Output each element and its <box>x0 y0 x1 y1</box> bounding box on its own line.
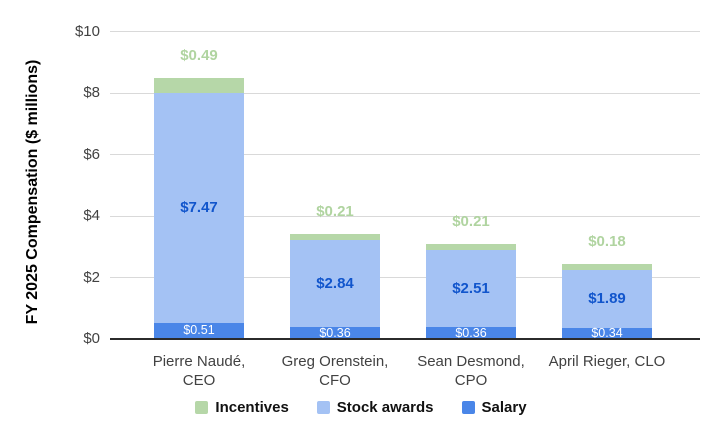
y-tick-label: $10 <box>74 22 100 40</box>
gridline <box>110 277 700 278</box>
legend-swatch-icon <box>316 401 330 414</box>
y-tick-label: $2 <box>83 268 100 286</box>
legend-item-stock-awards: Stock awards <box>316 399 434 416</box>
segment-stock-awards: $2.51 <box>426 250 516 328</box>
legend-swatch-icon <box>461 401 475 414</box>
x-category-label: Sean Desmond, CPO <box>417 353 525 389</box>
salary-value-label: $0.51 <box>183 323 215 338</box>
segment-salary: $0.34 <box>562 326 652 341</box>
x-category-label: Greg Orenstein, CFO <box>281 353 389 389</box>
bar-1: $7.47 $0.51 <box>154 78 244 339</box>
bar-4: $1.89 $0.34 <box>562 264 652 341</box>
incentives-value-label: $0.18 <box>588 233 626 251</box>
segment-salary: $0.51 <box>154 322 244 339</box>
legend-item-incentives: Incentives <box>195 399 289 416</box>
incentives-value-label: $0.21 <box>452 212 490 230</box>
gridline <box>110 154 700 155</box>
incentives-value-label: $0.49 <box>180 47 218 65</box>
segment-incentives <box>154 78 244 94</box>
gridline <box>110 31 700 32</box>
x-category-label: April Rieger, CLO <box>548 353 666 370</box>
legend-label: Stock awards <box>336 399 434 416</box>
gridline <box>110 215 700 217</box>
x-axis-line <box>110 337 700 340</box>
stock-awards-value-label: $2.51 <box>452 280 490 298</box>
bar-2: $2.84 $0.36 <box>290 233 380 340</box>
stock-awards-value-label: $2.84 <box>316 275 354 293</box>
bar-3: $2.51 $0.36 <box>426 243 516 340</box>
segment-stock-awards: $7.47 <box>154 93 244 323</box>
salary-value-label: $0.34 <box>591 326 623 341</box>
legend-label: Salary <box>481 399 527 416</box>
segment-stock-awards: $1.89 <box>562 269 652 329</box>
y-tick-label: $0 <box>83 330 100 347</box>
segment-incentives <box>562 264 652 270</box>
incentives-value-label: $0.21 <box>316 202 354 220</box>
y-tick-label: $6 <box>83 145 100 163</box>
legend-item-salary: Salary <box>461 399 527 416</box>
segment-incentives <box>290 233 380 241</box>
gridline <box>110 92 700 94</box>
salary-value-label: $0.36 <box>455 325 487 340</box>
salary-value-label: $0.36 <box>319 325 351 340</box>
legend-swatch-icon <box>195 401 209 414</box>
legend-label: Incentives <box>215 399 289 416</box>
x-category-label: Pierre Naudé, CEO <box>152 353 246 389</box>
stock-awards-value-label: $1.89 <box>588 290 626 308</box>
stock-awards-value-label: $7.47 <box>180 199 218 217</box>
y-tick-label: $4 <box>83 207 100 224</box>
segment-stock-awards: $2.84 <box>290 240 380 328</box>
segment-salary: $0.36 <box>290 325 380 340</box>
segment-salary: $0.36 <box>426 325 516 340</box>
y-tick-label: $8 <box>83 84 100 101</box>
segment-incentives <box>426 243 516 251</box>
legend: Incentives Stock awards Salary <box>0 399 722 416</box>
